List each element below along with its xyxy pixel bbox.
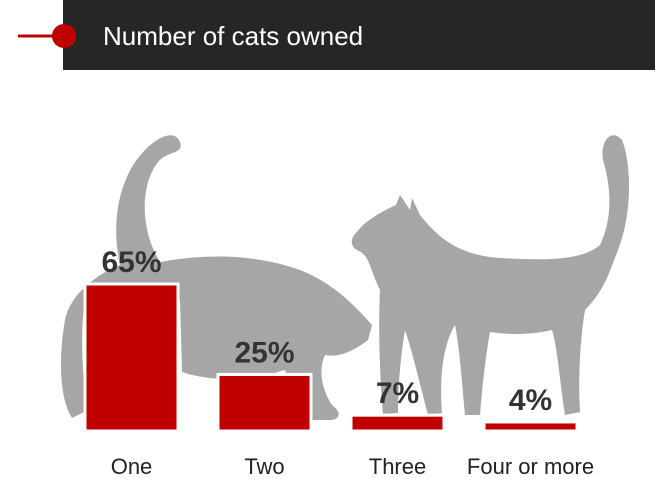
- cat-silhouettes: [60, 135, 630, 420]
- bar: [482, 420, 579, 433]
- value-label: 25%: [234, 336, 294, 369]
- title-bar: [63, 0, 655, 70]
- category-label: Two: [244, 454, 284, 479]
- value-label: 7%: [376, 377, 419, 410]
- value-label: 4%: [509, 384, 552, 417]
- category-label: Four or more: [467, 454, 594, 479]
- bar: [83, 282, 180, 433]
- bar: [349, 413, 446, 433]
- value-label: 65%: [101, 246, 161, 279]
- title-accent-dot: [52, 24, 76, 48]
- category-label: One: [111, 454, 153, 479]
- category-label: Three: [369, 454, 426, 479]
- chart-title: Number of cats owned: [103, 21, 363, 51]
- bar: [216, 372, 313, 433]
